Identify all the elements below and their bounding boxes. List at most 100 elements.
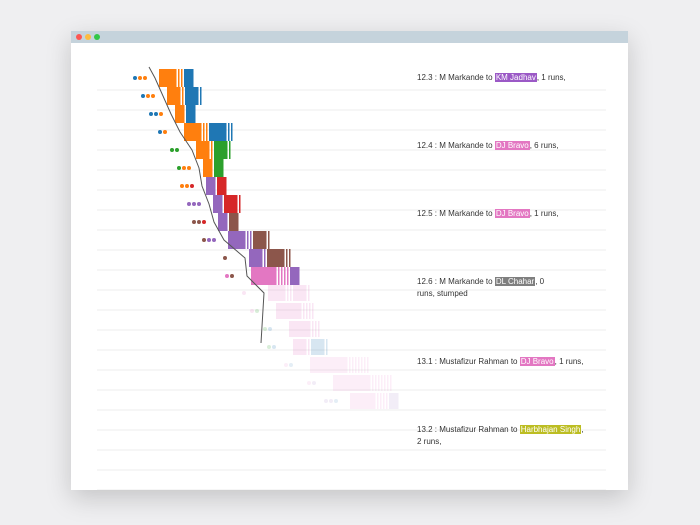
ball-dot bbox=[175, 148, 179, 152]
bar-segment bbox=[333, 375, 369, 391]
ball-dot bbox=[197, 220, 201, 224]
maximize-icon[interactable] bbox=[94, 34, 100, 40]
annotation-prefix: 13.1 : Mustafizur Rahman to bbox=[417, 357, 520, 366]
bar-stripe bbox=[264, 249, 266, 267]
ball-dot bbox=[223, 256, 227, 260]
bar-stripe bbox=[250, 231, 252, 249]
bar-stripe bbox=[305, 339, 307, 355]
bar-segment bbox=[203, 159, 211, 177]
bar-stripe bbox=[236, 195, 238, 213]
ball-dot bbox=[159, 112, 163, 116]
batsman-highlight: DJ Bravo bbox=[494, 141, 530, 150]
bar-stripe bbox=[387, 375, 389, 391]
ball-dot bbox=[255, 309, 259, 313]
bar-stripe bbox=[286, 249, 288, 267]
bar-stripe bbox=[375, 375, 377, 391]
bar-segment bbox=[159, 69, 175, 87]
bar-segment bbox=[350, 393, 374, 409]
ball-dot bbox=[187, 166, 191, 170]
ball-annotation-12-3: 12.3 : M Markande to KM Jadhav, 1 runs, bbox=[417, 72, 597, 84]
bar-stripe bbox=[386, 393, 388, 409]
bar-stripe bbox=[287, 267, 289, 285]
bar-stripe bbox=[179, 87, 181, 105]
batsman-highlight: Harbhajan Singh bbox=[519, 425, 582, 434]
bar-stripe bbox=[278, 267, 280, 285]
ball-annotation-12-4: 12.4 : M Markande to DJ Bravo, 6 runs, bbox=[417, 140, 597, 152]
batsman-highlight: DL Chahar bbox=[494, 277, 536, 286]
bar-stripe bbox=[178, 69, 180, 87]
ball-dot bbox=[187, 202, 191, 206]
bar-segment bbox=[253, 231, 265, 249]
browser-window: 12.3 : M Markande to KM Jadhav, 1 runs, … bbox=[71, 31, 628, 490]
bar-stripe bbox=[309, 303, 311, 319]
bar-stripe bbox=[346, 357, 348, 373]
bar-segment bbox=[214, 159, 222, 177]
bar-stripe bbox=[308, 339, 310, 355]
bar-stripe bbox=[380, 393, 382, 409]
window-titlebar bbox=[71, 31, 628, 43]
ball-dot bbox=[151, 94, 155, 98]
ball-dot bbox=[182, 166, 186, 170]
annotation-suffix: , 1 runs, bbox=[529, 209, 559, 218]
bar-segment bbox=[214, 141, 226, 159]
batsman-highlight: DJ Bravo bbox=[519, 357, 555, 366]
bar-segment bbox=[249, 249, 261, 267]
annotation-prefix: 12.5 : M Markande to bbox=[417, 209, 495, 218]
ball-annotation-12-5: 12.5 : M Markande to DJ Bravo, 1 runs, bbox=[417, 208, 597, 220]
ball-dot bbox=[177, 166, 181, 170]
ball-dot bbox=[230, 274, 234, 278]
bar-stripe bbox=[203, 123, 205, 141]
close-icon[interactable] bbox=[76, 34, 82, 40]
ball-dot bbox=[268, 327, 272, 331]
bar-stripe bbox=[228, 123, 230, 141]
bar-stripe bbox=[355, 357, 357, 373]
ball-annotation-13-2: 13.2 : Mustafizur Rahman to Harbhajan Si… bbox=[417, 424, 589, 448]
bar-stripe bbox=[326, 339, 328, 355]
bar-segment bbox=[224, 195, 236, 213]
bar-stripe bbox=[290, 285, 292, 301]
bar-segment bbox=[267, 249, 283, 267]
bar-stripe bbox=[308, 285, 310, 301]
bar-stripe bbox=[390, 375, 392, 391]
bar-segment bbox=[311, 339, 323, 355]
bar-stripe bbox=[369, 375, 371, 391]
bar-stripe bbox=[197, 87, 199, 105]
bar-stripe bbox=[237, 213, 239, 231]
bar-stripe bbox=[181, 69, 183, 87]
ball-dot bbox=[163, 130, 167, 134]
bar-stripe bbox=[298, 267, 300, 285]
ball-dot bbox=[250, 309, 254, 313]
bar-segment bbox=[184, 123, 200, 141]
annotation-suffix: , 2 runs, bbox=[417, 425, 584, 446]
annotation-suffix: , 1 runs, bbox=[554, 357, 584, 366]
over-chart bbox=[97, 66, 606, 490]
run-rate-curve bbox=[148, 66, 265, 344]
annotation-prefix: 13.2 : Mustafizur Rahman to bbox=[417, 425, 520, 434]
bar-stripe bbox=[305, 285, 307, 301]
ball-dot bbox=[146, 94, 150, 98]
bar-stripe bbox=[211, 159, 213, 177]
bar-segment bbox=[186, 105, 194, 123]
bar-stripe bbox=[200, 87, 202, 105]
bar-segment bbox=[229, 213, 237, 231]
bar-segment bbox=[268, 285, 284, 301]
bar-segment bbox=[289, 321, 309, 337]
bar-stripe bbox=[397, 393, 399, 409]
ball-dot bbox=[242, 291, 246, 295]
bar-segment bbox=[293, 339, 305, 355]
annotation-suffix: , 0 runs, stumped bbox=[417, 277, 545, 298]
bar-stripe bbox=[206, 123, 208, 141]
ball-dot bbox=[192, 202, 196, 206]
bar-stripe bbox=[374, 393, 376, 409]
ball-dot bbox=[312, 381, 316, 385]
ball-dot bbox=[192, 220, 196, 224]
ball-dot bbox=[263, 327, 267, 331]
bar-stripe bbox=[231, 123, 233, 141]
ball-dot bbox=[202, 220, 206, 224]
annotation-prefix: 12.3 : M Markande to bbox=[417, 73, 495, 82]
bar-stripe bbox=[358, 357, 360, 373]
minimize-icon[interactable] bbox=[85, 34, 91, 40]
ball-dot bbox=[170, 148, 174, 152]
ball-dot bbox=[190, 184, 194, 188]
bar-segment bbox=[218, 213, 226, 231]
